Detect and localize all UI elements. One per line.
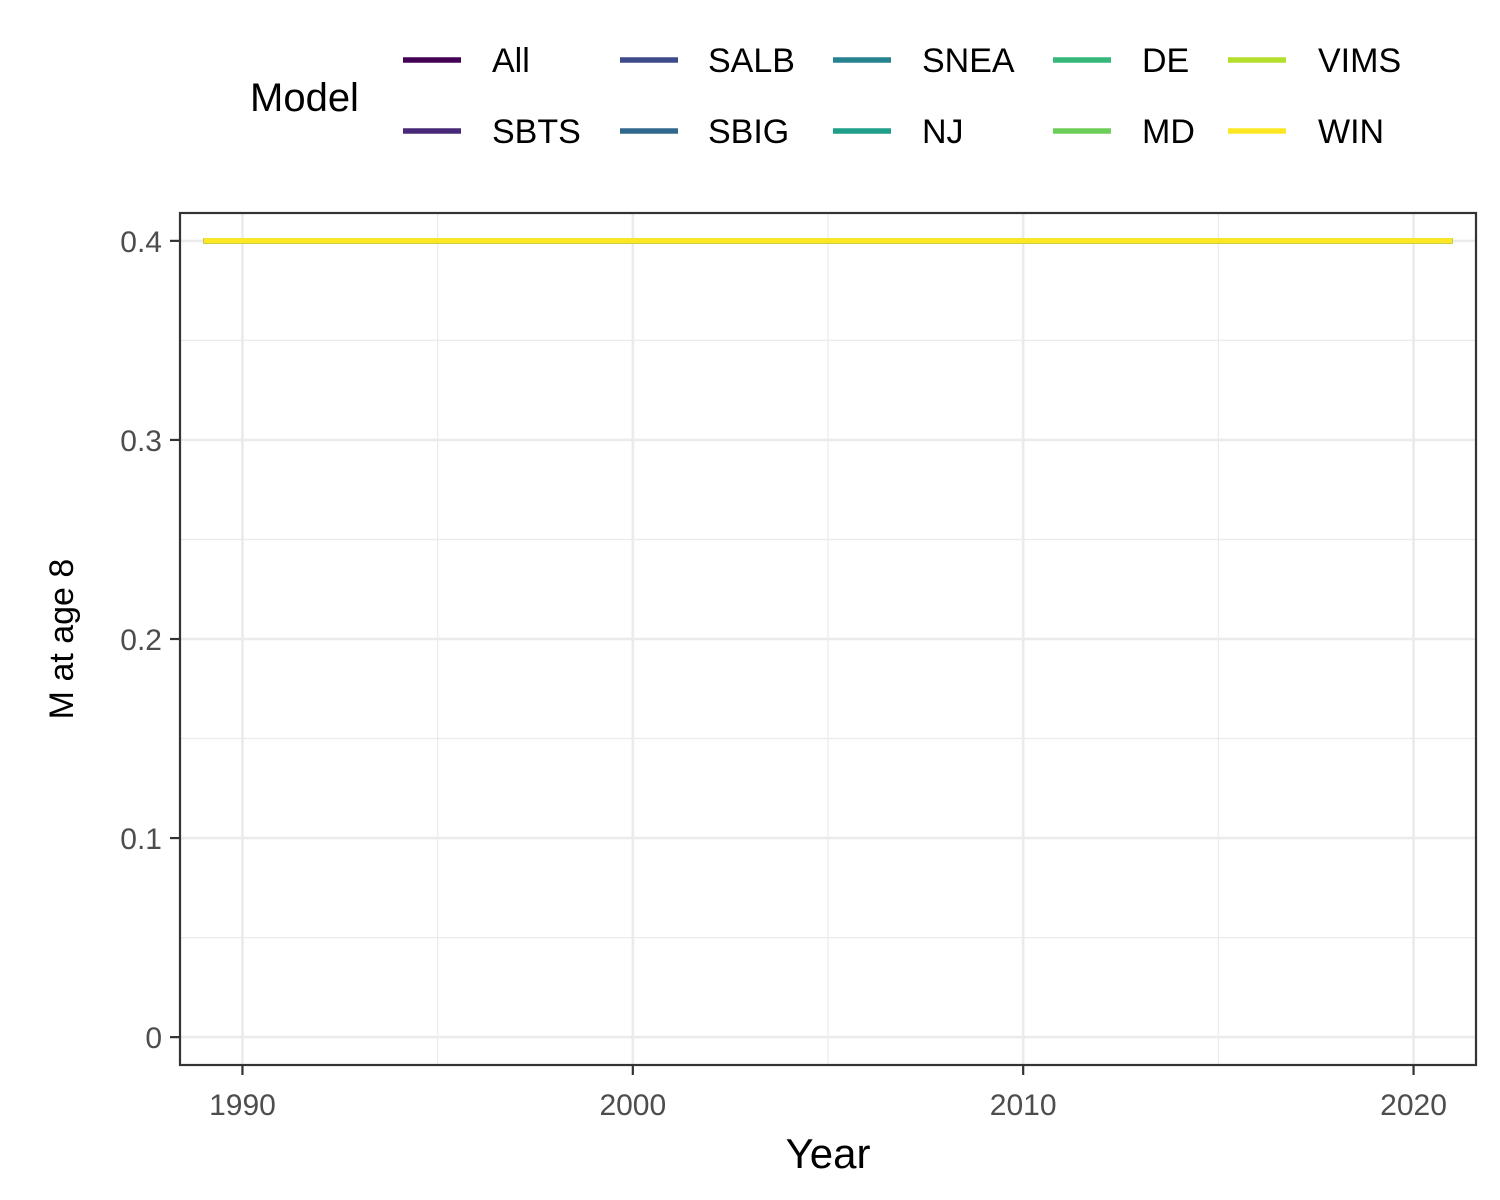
y-tick-label: 0.3: [120, 425, 162, 458]
legend-label-sbig: SBIG: [708, 113, 789, 151]
legend-label-de: DE: [1142, 42, 1189, 80]
y-tick-label: 0.1: [120, 823, 162, 856]
y-axis: 0 0.1 0.2 0.3 0.4: [120, 226, 180, 1055]
legend-label-vims: VIMS: [1318, 42, 1401, 80]
x-tick-label: 2020: [1380, 1089, 1447, 1122]
legend-items: All SBTS SALB SBIG SNEA NJ DE MD VIMS WIN: [403, 42, 1401, 151]
legend-label-md: MD: [1142, 113, 1195, 151]
legend-label-win: WIN: [1318, 113, 1384, 151]
legend-label-salb: SALB: [708, 42, 795, 80]
y-tick-label: 0.2: [120, 624, 162, 657]
legend-label-snea: SNEA: [922, 42, 1015, 80]
x-axis-title: Year: [786, 1130, 871, 1177]
y-tick-label: 0: [145, 1022, 162, 1055]
legend-label-sbts: SBTS: [492, 113, 581, 151]
legend: Model All SBTS SALB SBIG SNEA NJ DE MD VIMS WIN: [250, 42, 1401, 151]
x-axis: 1990 2000 2010 2020: [209, 1065, 1447, 1122]
plot-panel: [178, 211, 1478, 1067]
y-axis-title: M at age 8: [43, 559, 81, 720]
x-tick-label: 2000: [599, 1089, 666, 1122]
legend-label-nj: NJ: [922, 113, 964, 151]
legend-title: Model: [250, 76, 359, 120]
x-tick-label: 2010: [990, 1089, 1057, 1122]
legend-label-all: All: [492, 42, 530, 80]
y-tick-label: 0.4: [120, 226, 162, 259]
x-tick-label: 1990: [209, 1089, 276, 1122]
